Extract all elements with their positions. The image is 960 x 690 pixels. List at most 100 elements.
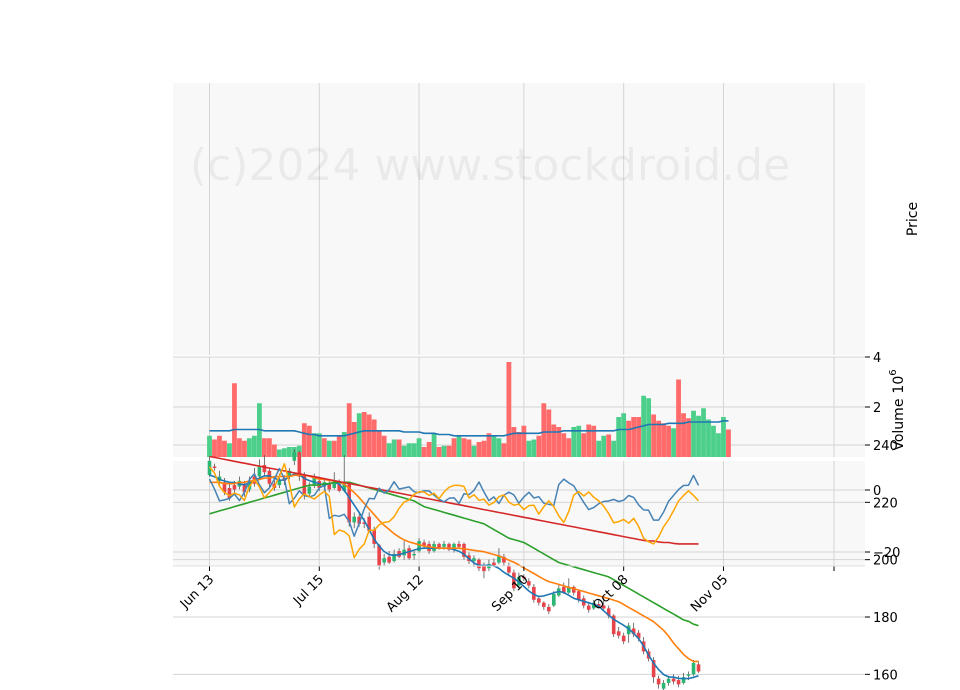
volume-bar	[506, 362, 512, 457]
volume-axis-label-text: Volume	[891, 399, 907, 451]
candle-body	[696, 664, 701, 672]
candle-body	[527, 581, 531, 586]
candle-body	[332, 482, 337, 489]
volume-bar	[551, 424, 557, 457]
volume-bar	[701, 408, 706, 457]
candle-body	[372, 529, 376, 544]
x-tick-label: Nov 05	[688, 572, 731, 615]
oscillator-tick-label: −20	[873, 546, 900, 561]
candle-body	[492, 562, 496, 566]
volume-bar	[691, 410, 696, 457]
volume-bar	[621, 413, 627, 457]
volume-bar	[661, 423, 666, 457]
candle-body	[422, 542, 426, 546]
candle-body	[631, 628, 636, 635]
candle-body	[392, 553, 396, 562]
volume-bar	[341, 432, 347, 457]
volume-bar	[346, 403, 352, 457]
volume-bar	[406, 443, 412, 457]
volume-bar	[636, 417, 642, 457]
volume-bar	[431, 433, 437, 457]
candle-body	[497, 555, 501, 563]
candle-body	[472, 558, 476, 562]
candle-body	[691, 662, 696, 675]
volume-bar	[546, 409, 552, 457]
candle-body	[621, 635, 626, 642]
candle-body	[656, 678, 661, 685]
volume-bar	[386, 443, 392, 457]
volume-bar	[511, 427, 517, 457]
volume-bar	[681, 413, 686, 457]
volume-bar	[521, 425, 527, 457]
volume-bar	[227, 443, 232, 457]
volume-bar	[721, 417, 726, 457]
volume-bars	[207, 362, 731, 457]
candle-body	[452, 543, 456, 550]
volume-bar	[411, 443, 417, 457]
volume-bar	[222, 440, 227, 457]
candle-body	[552, 594, 556, 606]
volume-bar	[421, 447, 427, 457]
candle-body	[457, 543, 461, 547]
volume-bar	[716, 433, 721, 457]
volume-bar	[531, 439, 537, 457]
candle-body	[242, 483, 247, 493]
volume-bar	[536, 435, 542, 457]
candle-body	[601, 605, 606, 609]
volume-bar	[252, 435, 257, 457]
volume-bar	[581, 433, 587, 457]
volume-bar	[276, 449, 282, 457]
volume-bar	[451, 438, 457, 457]
candle-body	[262, 465, 267, 473]
volume-bar	[631, 417, 637, 457]
candle-body	[566, 586, 571, 593]
volume-bar	[471, 445, 477, 457]
candle-body	[542, 602, 546, 607]
volume-bar	[351, 422, 357, 457]
volume-bar	[651, 414, 657, 457]
volume-bar	[706, 419, 711, 457]
candle-body	[347, 483, 352, 523]
candle-body	[462, 543, 466, 557]
volume-axis-label: Volume 106	[888, 369, 907, 450]
volume-bar	[331, 440, 337, 457]
volume-bar	[396, 439, 402, 457]
volume-tick-label: 4	[873, 351, 881, 366]
volume-axis-exponent: 10	[891, 376, 907, 394]
candle-body	[307, 486, 312, 494]
volume-bar	[541, 403, 547, 457]
candle-body	[327, 483, 332, 490]
volume-bar	[366, 414, 372, 457]
volume-bar	[561, 433, 567, 457]
volume-bar	[576, 425, 582, 457]
candle-body	[257, 466, 262, 477]
volume-bar	[486, 433, 492, 457]
candle-body	[676, 680, 681, 685]
price-tick-label: 200	[873, 554, 898, 569]
candle-body	[606, 608, 611, 616]
oscillator-line	[208, 467, 700, 537]
candle-body	[681, 677, 686, 683]
volume-bar	[606, 434, 612, 457]
volume-bar	[601, 435, 607, 457]
price-tick-label: 180	[873, 611, 898, 626]
candle-body	[666, 678, 671, 683]
volume-bar	[426, 442, 432, 457]
volume-bar	[466, 439, 472, 457]
volume-bar	[441, 445, 447, 457]
watermark: (c)2024 www.stockdroid.de	[190, 140, 790, 191]
volume-bar	[476, 442, 482, 457]
volume-bar	[416, 438, 422, 457]
volume-bar	[591, 425, 597, 457]
candle-body	[377, 545, 381, 566]
candle-body	[287, 470, 292, 477]
volume-bar	[696, 415, 701, 457]
candle-body	[357, 516, 361, 524]
price-panel-bg	[173, 83, 865, 355]
candle-body	[502, 556, 506, 563]
candle-body	[651, 660, 656, 678]
candle-body	[302, 475, 307, 496]
volume-bar	[726, 429, 731, 457]
volume-bar	[456, 435, 462, 457]
volume-bar	[316, 433, 322, 457]
